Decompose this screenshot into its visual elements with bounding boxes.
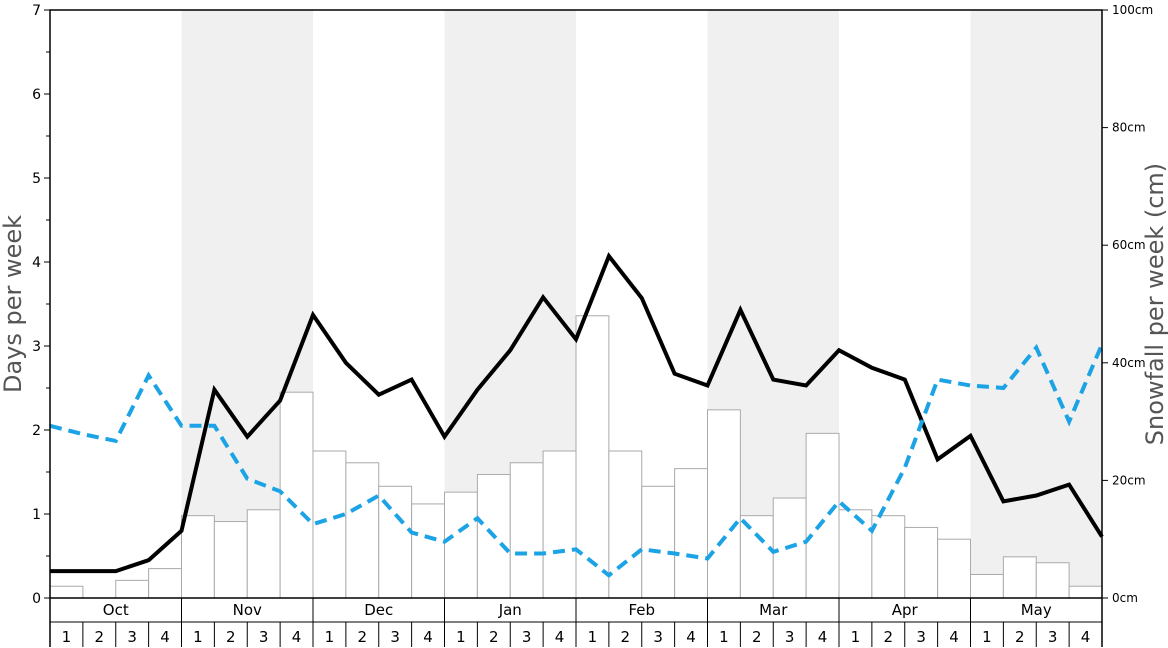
month-label: Oct — [103, 601, 129, 619]
week-label: 1 — [851, 628, 861, 646]
snowfall-bar — [839, 510, 872, 598]
y-tick-label: 2 — [32, 423, 41, 439]
week-label: 2 — [752, 628, 762, 646]
snowfall-bar — [412, 504, 445, 598]
y-axis-title: Days per week — [0, 215, 27, 393]
y2-tick-label: 0cm — [1112, 591, 1138, 605]
y-tick-label: 7 — [32, 3, 41, 19]
week-label: 3 — [916, 628, 926, 646]
snowfall-bar — [609, 451, 642, 598]
week-label: 1 — [588, 628, 598, 646]
week-label: 1 — [982, 628, 992, 646]
snowfall-bar — [872, 516, 905, 598]
week-label: 4 — [1081, 628, 1091, 646]
snowfall-bar — [182, 516, 215, 598]
y2-tick-label: 100cm — [1112, 3, 1153, 17]
week-label: 3 — [653, 628, 663, 646]
week-label: 1 — [456, 628, 466, 646]
y-axis-left: 0 1 2 3 4 5 6 7 — [32, 3, 50, 607]
month-label: Mar — [759, 601, 788, 619]
snowfall-bar — [1036, 563, 1069, 598]
month-label: Apr — [892, 601, 919, 619]
month-label: Nov — [233, 601, 262, 619]
y-tick-label: 0 — [32, 591, 41, 607]
week-label: 4 — [555, 628, 565, 646]
snowfall-bar — [708, 410, 741, 598]
y2-tick-label: 20cm — [1112, 473, 1146, 487]
snowfall-bar — [280, 392, 313, 598]
y-tick-label: 5 — [32, 171, 41, 187]
week-label: 2 — [884, 628, 894, 646]
week-label: 4 — [423, 628, 433, 646]
snowfall-bar — [247, 510, 280, 598]
week-label: 4 — [292, 628, 302, 646]
week-label: 2 — [489, 628, 499, 646]
y-tick-label: 3 — [32, 339, 41, 355]
week-label: 1 — [325, 628, 335, 646]
month-label: Feb — [628, 601, 655, 619]
snowfall-bar — [642, 486, 675, 598]
week-label: 3 — [390, 628, 400, 646]
week-label: 3 — [1048, 628, 1058, 646]
week-label: 3 — [127, 628, 137, 646]
week-label: 1 — [719, 628, 729, 646]
snowfall-bar — [149, 569, 182, 598]
month-label: May — [1021, 601, 1052, 619]
snowfall-bar — [116, 580, 149, 598]
week-label: 2 — [95, 628, 105, 646]
week-label: 4 — [160, 628, 170, 646]
y2-axis-title: Snowfall per week (cm) — [1141, 163, 1168, 445]
snowfall-bar — [346, 463, 379, 598]
y2-tick-label: 80cm — [1112, 121, 1146, 135]
snowfall-bar — [510, 463, 543, 598]
y-tick-label: 4 — [32, 255, 41, 271]
week-label: 4 — [949, 628, 959, 646]
snowfall-bar — [50, 586, 83, 598]
y-tick-label: 1 — [32, 507, 41, 523]
snowfall-bar — [445, 492, 478, 598]
snowfall-bar — [1003, 557, 1036, 598]
week-label: 2 — [1015, 628, 1025, 646]
week-label: 3 — [522, 628, 532, 646]
snowfall-bar — [740, 516, 773, 598]
week-label: 2 — [226, 628, 236, 646]
snowfall-bar — [1069, 586, 1102, 598]
month-label: Dec — [364, 601, 393, 619]
y-tick-label: 6 — [32, 87, 41, 103]
week-label: 1 — [193, 628, 203, 646]
snowfall-bar — [905, 527, 938, 598]
week-label: 4 — [818, 628, 828, 646]
month-band — [971, 10, 1103, 598]
snowfall-bar — [806, 433, 839, 598]
week-label: 3 — [785, 628, 795, 646]
week-label: 4 — [686, 628, 696, 646]
snowfall-bar — [971, 574, 1004, 598]
week-label: 2 — [358, 628, 368, 646]
week-label: 1 — [62, 628, 72, 646]
snowfall-bar — [214, 522, 247, 598]
snowfall-bar — [938, 539, 971, 598]
snowfall-bar — [543, 451, 576, 598]
week-label: 3 — [259, 628, 269, 646]
snowfall-bar — [675, 469, 708, 598]
week-label: 2 — [621, 628, 631, 646]
x-axis: Oct 1 2 3 4 Nov 1 2 3 4 Dec 1 2 3 4 Jan 1 2 3 4 Feb 1 2 3 4 Mar 1 2… — [50, 598, 1102, 647]
month-label: Jan — [498, 601, 522, 619]
